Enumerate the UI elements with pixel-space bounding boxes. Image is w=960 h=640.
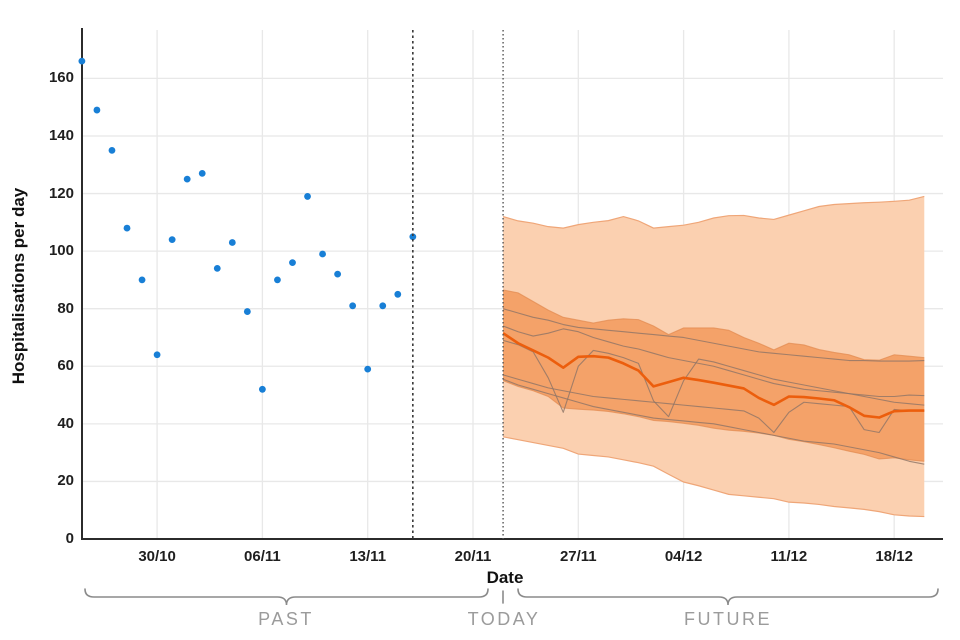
x-tick-label: 20/11 [454,548,492,565]
x-tick-label: 30/10 [138,548,176,565]
observed-point [274,276,281,284]
observed-point [243,308,251,315]
x-tick-label: 18/12 [875,548,913,565]
y-tick-label: 120 [48,184,74,202]
observed-point [198,169,206,177]
observed-point [153,351,161,359]
observed-point [394,290,402,298]
sample-trajectory-line [502,374,925,434]
x-axis-title: Date [486,568,524,587]
observed-point [258,385,266,393]
today-zone-label: TODAY [467,609,541,629]
y-tick-label: 60 [57,357,74,375]
observed-point [319,250,326,258]
x-tick-label: 04/12 [664,548,703,565]
y-tick-label: 100 [48,242,74,260]
observed-point [183,175,191,183]
sample-trajectory-line [502,339,925,418]
sample-trajectory-line [502,378,925,465]
observed-point [228,239,236,246]
past-brace [84,588,489,606]
y-axis-title: Hospitalisations per day [9,187,28,385]
past-zone-label: PAST [258,609,314,629]
outer-band-bottom-edge [502,436,925,518]
inner-band-bottom-edge [502,380,925,462]
x-tick-label: 13/11 [349,548,387,565]
observed-point [93,106,101,114]
x-tick-label: 11/12 [770,548,808,565]
observed-point [379,302,387,310]
y-tick-label: 140 [48,126,74,144]
observed-point [409,233,417,241]
inner-band-top-edge [502,289,925,361]
y-tick-label: 20 [57,472,74,490]
y-tick-label: 40 [57,414,74,432]
x-tick-label: 06/11 [244,548,281,565]
median-forecast-line [502,332,925,419]
observed-point [123,224,131,232]
future-brace [517,588,939,606]
future-zone-label: FUTURE [684,609,772,629]
observed-point [108,146,116,154]
sample-trajectory-line [502,308,925,362]
observed-point [213,264,221,272]
y-tick-label: 80 [57,299,74,317]
observed-point [349,302,357,310]
observed-point [364,365,372,373]
observed-point [289,259,296,267]
y-tick-label: 0 [65,530,74,547]
y-tick-label: 160 [48,69,74,87]
observed-point [304,193,311,200]
inner-uncertainty-band [503,289,925,462]
observed-point [138,276,146,284]
x-tick-label: 27/11 [559,548,597,565]
observed-point [168,236,176,244]
observed-point [78,57,86,65]
outer-band-top-edge [502,195,925,229]
observed-point [334,270,342,278]
